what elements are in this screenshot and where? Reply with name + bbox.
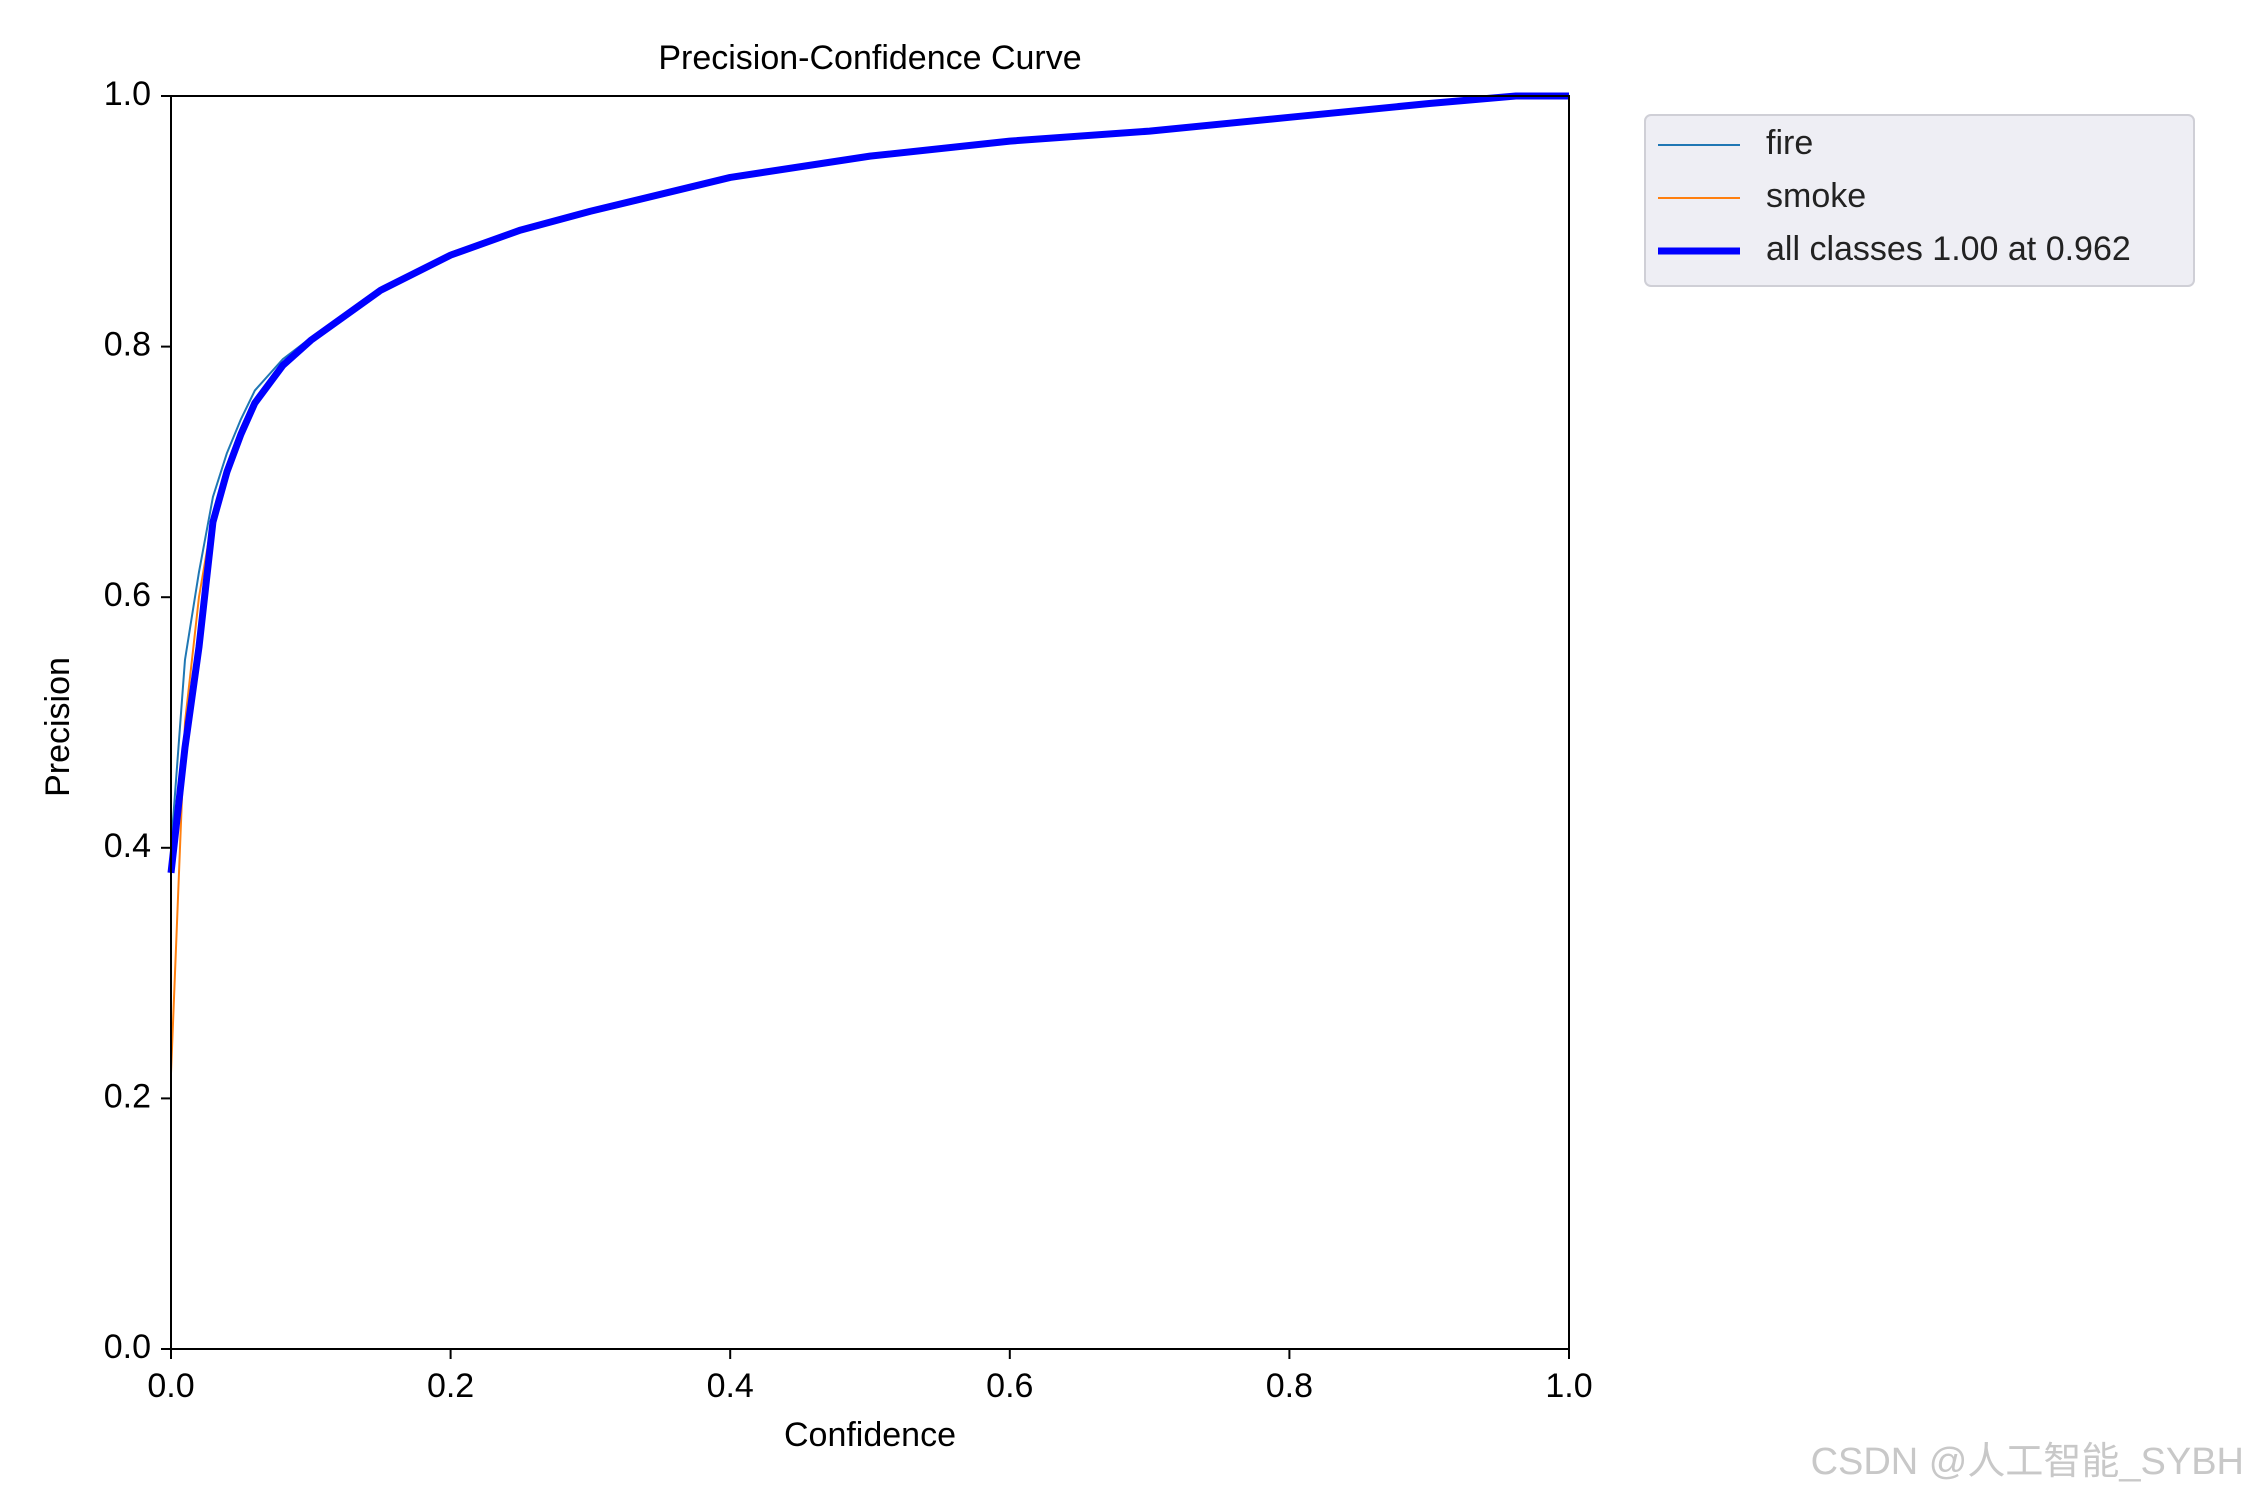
x-axis-label: Confidence	[784, 1416, 956, 1454]
x-tick-label: 0.4	[707, 1367, 754, 1405]
y-tick-label: 0.4	[104, 827, 151, 865]
series-line	[170, 95, 1569, 1074]
y-tick-label: 0.6	[104, 576, 151, 614]
legend-label: all classes 1.00 at 0.962	[1766, 230, 2131, 268]
y-tick-label: 0.2	[104, 1077, 151, 1115]
series-line	[167, 92, 1569, 874]
watermark: CSDN @人工智能_SYBH	[1811, 1441, 2244, 1483]
y-axis-label: Precision	[39, 657, 77, 797]
legend-label: fire	[1766, 124, 1813, 162]
x-tick-label: 0.6	[986, 1367, 1033, 1405]
legend-label: smoke	[1766, 177, 1866, 215]
x-tick-label: 0.0	[147, 1367, 194, 1405]
chart-title: Precision-Confidence Curve	[658, 39, 1081, 77]
series-line	[170, 95, 1569, 848]
x-tick-label: 0.8	[1266, 1367, 1313, 1405]
y-tick-label: 0.8	[104, 326, 151, 364]
y-tick-label: 0.0	[104, 1328, 151, 1366]
x-tick-label: 1.0	[1545, 1367, 1592, 1405]
legend-box	[1644, 114, 2195, 287]
plot-frame	[170, 95, 1570, 1350]
x-tick-label: 0.2	[427, 1367, 474, 1405]
y-tick-label: 1.0	[104, 75, 151, 113]
